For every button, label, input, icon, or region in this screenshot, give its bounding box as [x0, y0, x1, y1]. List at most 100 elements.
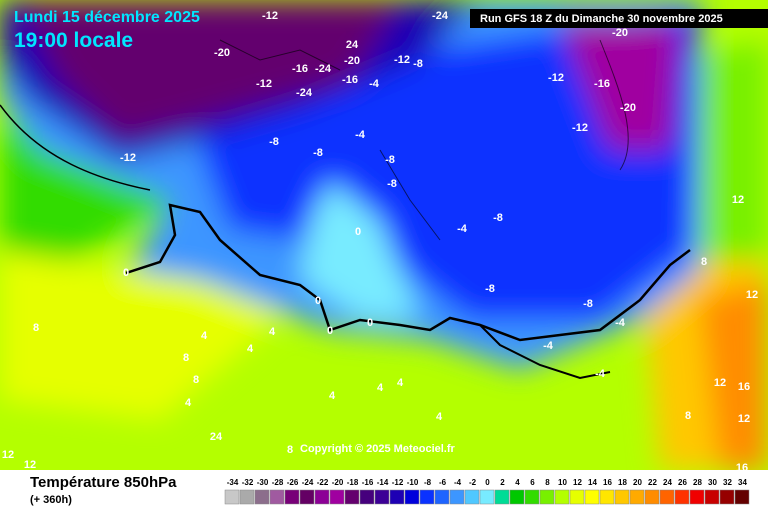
- scale-swatch: [284, 489, 300, 505]
- time: 19:00 locale: [14, 29, 133, 52]
- contour-label: 4: [329, 390, 336, 402]
- scale-swatch: [389, 489, 405, 505]
- scale-swatch: [599, 489, 615, 505]
- contour-label: 8: [183, 352, 189, 364]
- contour-label: -12: [256, 78, 272, 90]
- contour-label: 24: [210, 431, 223, 443]
- contour-label: -12: [548, 72, 564, 84]
- scale-label: -4: [454, 478, 462, 487]
- scale-label: -12: [392, 478, 404, 487]
- scale-label: 30: [708, 478, 717, 487]
- contour-label: -20: [214, 47, 230, 59]
- scale-swatch: [464, 489, 480, 505]
- contour-label: 4: [185, 397, 192, 409]
- scale-label: 20: [633, 478, 642, 487]
- scale-swatch: [359, 489, 375, 505]
- scale-swatch: [584, 489, 600, 505]
- scale-swatch: [344, 489, 360, 505]
- contour-label: -4: [543, 340, 554, 352]
- scale-label: 18: [618, 478, 627, 487]
- contour-label: 8: [685, 410, 691, 422]
- scale-swatch: [374, 489, 390, 505]
- contour-label: 4: [377, 382, 384, 394]
- scale-label: 32: [723, 478, 732, 487]
- scale-label: -24: [302, 478, 314, 487]
- scale-label: 28: [693, 478, 702, 487]
- scale-label: -20: [332, 478, 344, 487]
- contour-label: 0: [123, 267, 129, 279]
- run-box: [470, 9, 768, 28]
- scale-label: 24: [663, 478, 672, 487]
- contour-label: 4: [269, 326, 276, 338]
- contour-label: -8: [485, 283, 495, 295]
- contour-label: -8: [313, 147, 323, 159]
- contour-label: -16: [594, 78, 610, 90]
- scale-label: 6: [530, 478, 535, 487]
- contour-label: -4: [457, 223, 468, 235]
- scale-label: -10: [407, 478, 419, 487]
- scale-swatch: [254, 489, 270, 505]
- scale-label: 10: [558, 478, 567, 487]
- scale-label: -30: [257, 478, 269, 487]
- contour-label: -8: [583, 298, 593, 310]
- scale-label: 26: [678, 478, 687, 487]
- date: Lundi 15 décembre 2025: [14, 9, 200, 26]
- contour-label: -12: [394, 54, 410, 66]
- scale-label: 22: [648, 478, 657, 487]
- scale-label: -18: [347, 478, 359, 487]
- scale-label: 2: [500, 478, 505, 487]
- scale-label: 8: [545, 478, 550, 487]
- contour-label: -8: [385, 154, 395, 166]
- scale-label: -26: [287, 478, 299, 487]
- contour-label: -4: [615, 317, 626, 329]
- scale-swatch: [644, 489, 660, 505]
- parameter: Température 850hPa: [30, 474, 177, 491]
- contour-label: 16: [738, 381, 750, 393]
- contour-label: -4: [369, 78, 380, 90]
- contour-label: -8: [493, 212, 503, 224]
- scale-label: -14: [377, 478, 389, 487]
- scale-swatch: [449, 489, 465, 505]
- scale-label: -8: [424, 478, 432, 487]
- contour-label: 24: [346, 39, 359, 51]
- contour-label: 8: [33, 322, 39, 334]
- contour-label: -12: [572, 122, 588, 134]
- contour-label: -4: [355, 129, 366, 141]
- scale-swatch: [419, 489, 435, 505]
- scale-label: -32: [242, 478, 254, 487]
- scale-label: 16: [603, 478, 612, 487]
- scale-label: -28: [272, 478, 284, 487]
- scale-swatch: [224, 489, 240, 505]
- lead: (+ 360h): [30, 494, 72, 506]
- scale-label: 14: [588, 478, 597, 487]
- scale-swatch: [719, 489, 735, 505]
- scale-swatch: [689, 489, 705, 505]
- scale-swatch: [569, 489, 585, 505]
- scale-swatch: [434, 489, 450, 505]
- contour-label: -12: [120, 152, 136, 164]
- scale-swatch: [659, 489, 675, 505]
- map-field: [0, 0, 768, 470]
- scale-swatch: [554, 489, 570, 505]
- contour-label: -12: [262, 10, 278, 22]
- contour-label: -20: [612, 27, 628, 39]
- scale-label: 4: [515, 478, 520, 487]
- scale-swatch: [734, 489, 750, 505]
- scale-label: -22: [317, 478, 329, 487]
- contour-label: 8: [701, 256, 707, 268]
- contour-label: -16: [342, 74, 358, 86]
- contour-label: 4: [201, 330, 208, 342]
- contour-label: -4: [595, 368, 606, 380]
- scale-label: -34: [227, 478, 239, 487]
- contour-label: -16: [292, 63, 308, 75]
- contour-label: 0: [315, 295, 321, 307]
- scale-label: 0: [485, 478, 490, 487]
- scale-swatch: [269, 489, 285, 505]
- contour-label: -24: [296, 87, 313, 99]
- scale-label: 34: [738, 478, 747, 487]
- scale-swatch: [674, 489, 690, 505]
- scale-swatch: [524, 489, 540, 505]
- scale-swatch: [509, 489, 525, 505]
- contour-label: -20: [344, 55, 360, 67]
